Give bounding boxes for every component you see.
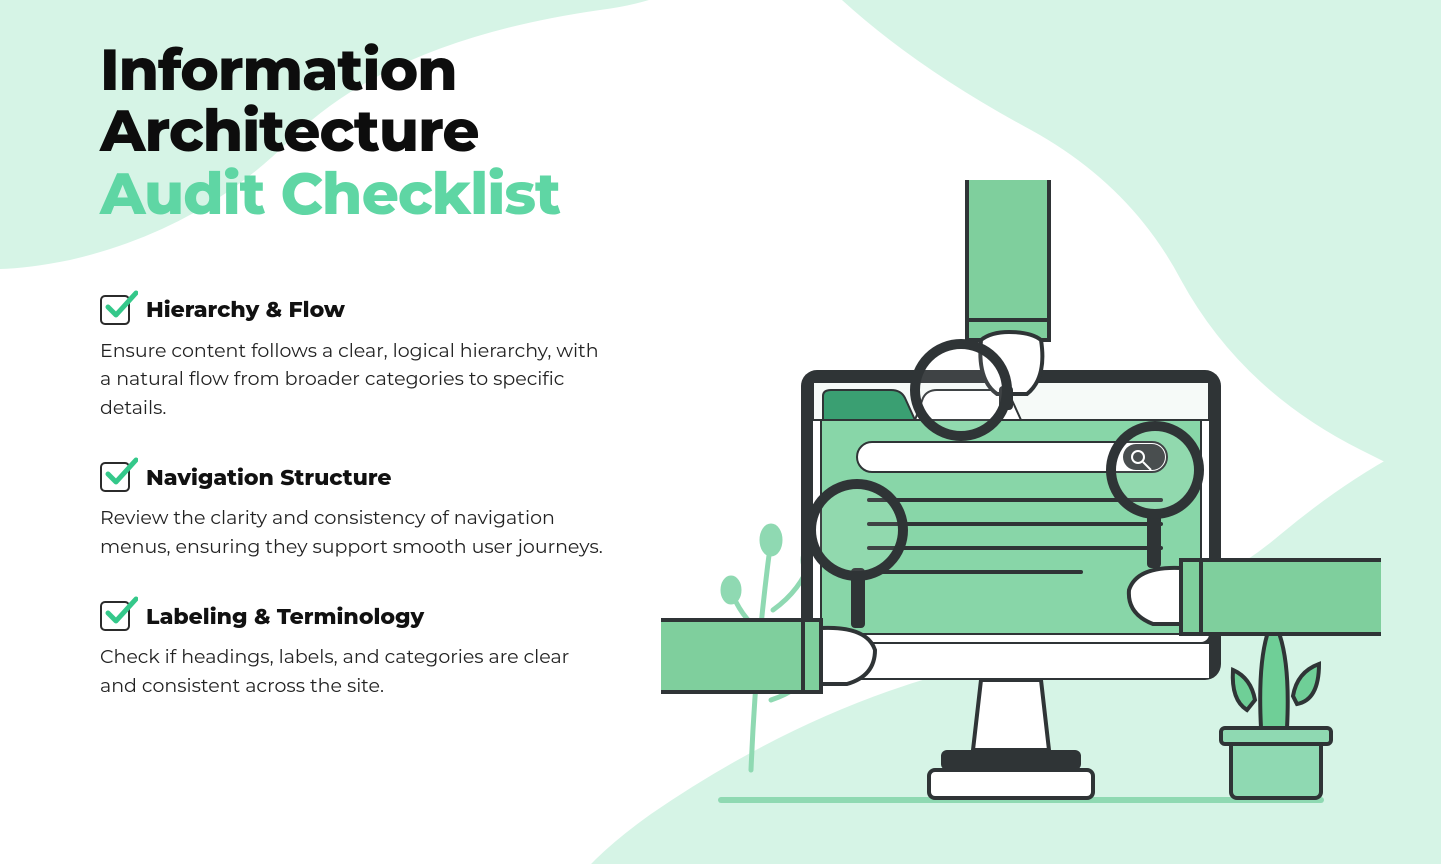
item-body: Review the clarity and consistency of na… bbox=[100, 504, 610, 561]
item-heading: Navigation Structure bbox=[146, 464, 392, 491]
item-heading: Labeling & Terminology bbox=[146, 603, 424, 630]
checklist-item: Hierarchy & Flow Ensure content follows … bbox=[100, 295, 610, 423]
checklist: Hierarchy & Flow Ensure content follows … bbox=[100, 295, 740, 701]
checkmark-icon bbox=[100, 601, 130, 631]
item-body: Check if headings, labels, and categorie… bbox=[100, 643, 610, 700]
page-title-line2: Audit Checklist bbox=[100, 164, 740, 225]
checklist-item: Labeling & Terminology Check if headings… bbox=[100, 601, 610, 700]
page-title-line1: Information Architecture bbox=[100, 40, 740, 162]
illustration bbox=[661, 180, 1381, 840]
item-body: Ensure content follows a clear, logical … bbox=[100, 337, 610, 423]
checkmark-icon bbox=[100, 462, 130, 492]
checkmark-icon bbox=[100, 295, 130, 325]
checklist-item: Navigation Structure Review the clarity … bbox=[100, 462, 610, 561]
item-heading: Hierarchy & Flow bbox=[146, 296, 345, 323]
